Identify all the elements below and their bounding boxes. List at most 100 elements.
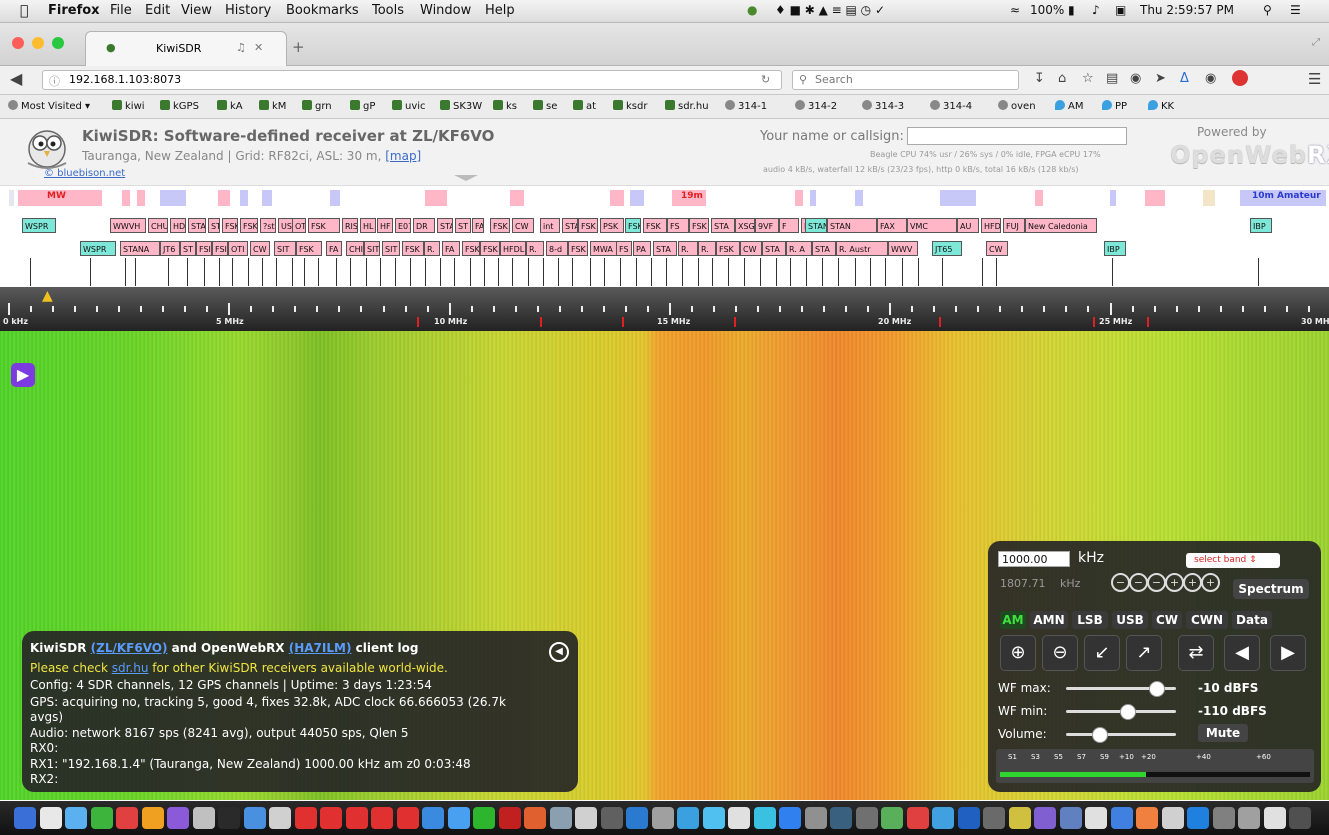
band-segment[interactable] (122, 190, 130, 206)
station-label[interactable]: STA (562, 218, 578, 233)
frequency-input[interactable]: 1000.00 (998, 551, 1070, 567)
zoom-in-small-icon[interactable]: + (1165, 573, 1184, 592)
station-label[interactable]: CW (740, 241, 762, 256)
menu-app-firefox[interactable]: Firefox (48, 3, 100, 18)
dock-app-icon[interactable] (294, 807, 317, 829)
menu-edit[interactable]: Edit (145, 3, 171, 18)
dock-app-icon[interactable] (1238, 807, 1260, 829)
station-label[interactable]: SIT (274, 241, 296, 256)
dock-app-icon[interactable] (396, 807, 419, 829)
dock-app-icon[interactable] (1212, 807, 1235, 829)
dock-app-icon[interactable] (90, 807, 113, 829)
station-label[interactable]: OTI (228, 241, 248, 256)
mode-lsb-button[interactable]: LSB (1072, 611, 1108, 629)
station-label[interactable]: SIT (382, 241, 400, 256)
band-segment[interactable] (160, 190, 186, 206)
band-segment[interactable] (9, 190, 14, 206)
band-segment[interactable] (1035, 190, 1043, 206)
station-label[interactable]: HFD (981, 218, 1001, 233)
station-label[interactable]: STA (188, 218, 206, 233)
dock-app-icon[interactable] (141, 807, 164, 829)
dock-app-icon[interactable] (881, 807, 903, 829)
station-label[interactable]: R. (678, 241, 698, 256)
bookmark-km[interactable]: kM (259, 100, 286, 112)
station-label[interactable]: FSK (296, 241, 322, 256)
band-segment[interactable] (240, 190, 248, 206)
station-label[interactable]: STA (812, 241, 836, 256)
bookmark-314-2[interactable]: 314-2 (795, 100, 837, 112)
extension-icon[interactable]: Δ (1180, 71, 1189, 86)
station-label[interactable]: FSK (568, 241, 588, 256)
dock-app-icon[interactable] (575, 807, 597, 829)
band-segment[interactable] (810, 190, 816, 206)
mode-am-button[interactable]: AM (1000, 611, 1026, 629)
dock-app-icon[interactable] (371, 807, 393, 829)
zoom-out-icon[interactable]: − (1129, 573, 1148, 592)
band-segment[interactable] (795, 190, 803, 206)
dock-app-icon[interactable] (65, 807, 87, 829)
station-label[interactable]: CW (986, 241, 1008, 256)
step-up-icon[interactable]: ▶ (1270, 635, 1306, 671)
dock-app-icon[interactable] (320, 807, 342, 829)
notification-center-icon[interactable]: ☰ (1290, 3, 1301, 17)
map-link[interactable]: [map] (385, 149, 422, 163)
bookmark-314-1[interactable]: 314-1 (725, 100, 767, 112)
band-segment[interactable] (510, 190, 524, 206)
station-label[interactable]: FS (616, 241, 632, 256)
wifi-icon[interactable]: ≈ (1010, 3, 1021, 17)
dock-app-icon[interactable] (447, 807, 470, 829)
wf-max-knob[interactable] (1149, 681, 1166, 697)
collapse-log-icon[interactable]: ◀ (549, 642, 569, 662)
dock-app-icon[interactable] (1263, 807, 1286, 829)
station-label[interactable]: DR (413, 218, 435, 233)
zoom-window-icon[interactable] (52, 37, 64, 49)
band-segment[interactable] (1110, 190, 1116, 206)
station-label[interactable]: PA (633, 241, 651, 256)
zoom-out-small-icon[interactable]: − (1147, 573, 1166, 592)
adblock-icon[interactable] (1232, 70, 1248, 86)
dock-app-icon[interactable] (702, 807, 725, 829)
station-label[interactable]: FSI (196, 241, 212, 256)
station-label[interactable]: HL (360, 218, 376, 233)
station-label[interactable]: STA (437, 218, 453, 233)
menu-file[interactable]: File (110, 3, 132, 18)
bookmark-314-4[interactable]: 314-4 (930, 100, 972, 112)
mode-data-button[interactable]: Data (1232, 611, 1272, 629)
station-label[interactable]: IBP (1250, 218, 1272, 233)
station-label[interactable]: JT65 (932, 241, 962, 256)
station-label[interactable]: FSK (402, 241, 424, 256)
bookmark-grn[interactable]: grn (302, 100, 332, 112)
dock-app-icon[interactable] (651, 807, 674, 829)
dock-app-icon[interactable] (345, 807, 368, 829)
close-window-icon[interactable] (12, 37, 24, 49)
spotlight-icon[interactable]: ⚲ (1263, 3, 1272, 17)
apple-icon[interactable]:  (20, 3, 28, 19)
bookmark-kiwi[interactable]: kiwi (112, 100, 145, 112)
dock-app-icon[interactable] (804, 807, 827, 829)
band-mw[interactable] (18, 190, 102, 206)
station-label[interactable]: XSG (735, 218, 755, 233)
dock-app-icon[interactable] (116, 807, 138, 829)
band-10m-amateur[interactable] (1240, 190, 1326, 206)
station-label[interactable]: R. (424, 241, 440, 256)
station-label[interactable]: WWV (888, 241, 918, 256)
hamburger-menu-icon[interactable]: ☰ (1308, 70, 1322, 88)
url-bar[interactable]: ⓘ 192.168.1.103:8073 ↻ (42, 70, 782, 90)
menu-view[interactable]: View (181, 3, 212, 18)
station-label[interactable]: IBP (1104, 241, 1126, 256)
mute-button[interactable]: Mute (1198, 724, 1248, 742)
station-label[interactable]: OTHR (292, 218, 306, 233)
menu-history[interactable]: History (225, 3, 272, 18)
station-label[interactable]: AU (957, 218, 979, 233)
station-label[interactable]: 8-d (546, 241, 568, 256)
band-segment[interactable] (1203, 190, 1215, 206)
station-label[interactable]: R. Austr (836, 241, 888, 256)
sdr-hu-link[interactable]: sdr.hu (111, 661, 149, 675)
bookmark-se[interactable]: se (533, 100, 557, 112)
dock-app-icon[interactable] (524, 807, 546, 829)
dock-app-icon[interactable] (753, 807, 776, 829)
station-label[interactable]: HD (170, 218, 186, 233)
dock-app-icon[interactable] (1059, 807, 1082, 829)
wf-min-knob[interactable] (1119, 704, 1136, 720)
kiwi-callsign-link[interactable]: (ZL/KF6VO) (90, 641, 168, 655)
